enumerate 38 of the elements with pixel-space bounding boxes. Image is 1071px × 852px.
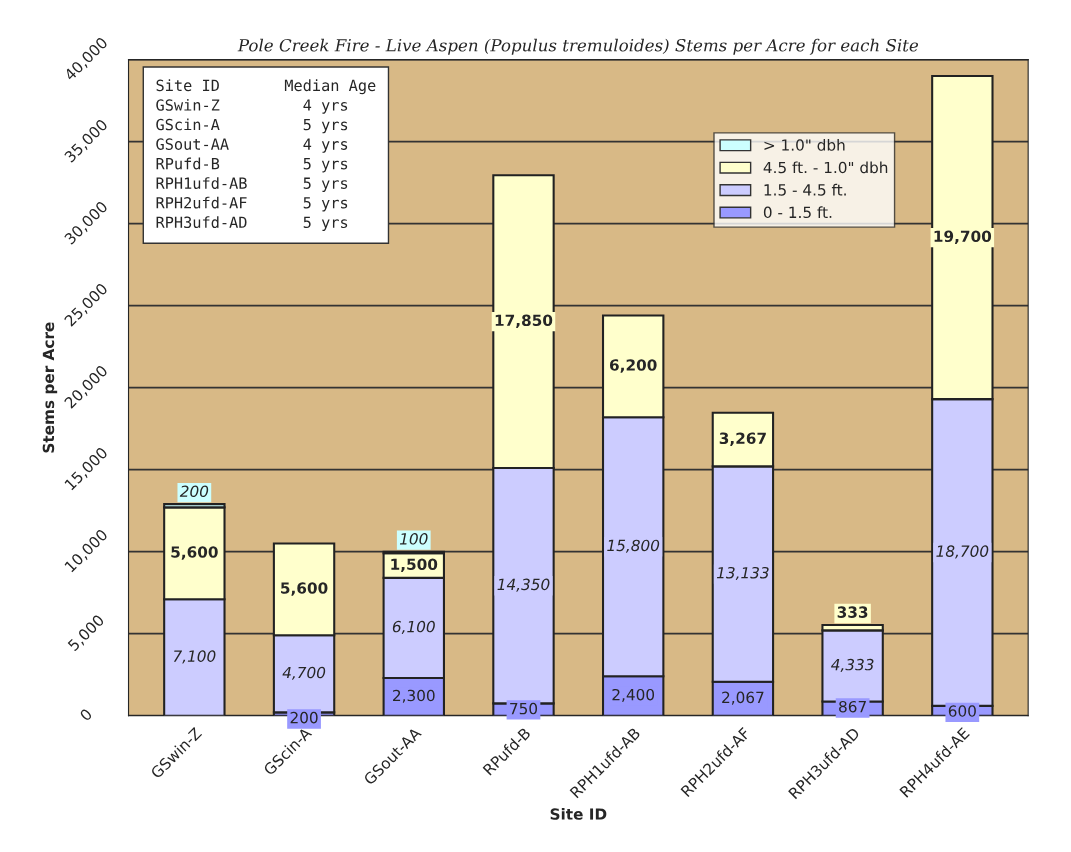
data-label: 867	[839, 700, 866, 713]
legend-label: 4.5 ft. - 1.0" dbh	[763, 161, 888, 174]
data-label: 4,333	[831, 658, 874, 672]
y-axis-title: Stems per Acre	[42, 322, 58, 453]
data-label: 200	[179, 485, 209, 498]
data-label: 6,200	[609, 359, 657, 373]
annotation: GScin-A 5 yrs	[156, 118, 348, 134]
legend-label: > 1.0" dbh	[764, 138, 845, 151]
annotation: GSout-AA 4 yrs	[156, 138, 348, 153]
annotation: Site ID Median Age	[156, 79, 376, 95]
data-label: 5,600	[171, 546, 218, 560]
data-label: 5,600	[281, 582, 328, 596]
data-label: 3,267	[719, 432, 766, 446]
data-label: 19,700	[934, 230, 992, 244]
data-label: 18,700	[936, 545, 989, 559]
annotation: GSwin-Z 4 yrs	[156, 98, 348, 114]
data-label: 2,400	[612, 688, 655, 702]
annotation: RPH2ufd-AF 5 yrs	[156, 196, 348, 212]
data-label: 17,850	[495, 314, 553, 329]
data-label: 14,350	[497, 578, 550, 592]
data-label: 6,100	[392, 620, 435, 634]
annotation: RPufd-B 5 yrs	[156, 157, 348, 173]
data-label: 100	[399, 533, 428, 545]
data-label: 333	[837, 606, 868, 618]
data-label: 1,500	[391, 558, 438, 572]
data-label: 2,300	[393, 689, 435, 703]
annotation: RPH1ufd-AB 5 yrs	[156, 177, 348, 192]
data-label: 13,133	[716, 566, 769, 581]
y-tick-label: 0	[79, 707, 93, 722]
x-axis-title: Site ID	[550, 808, 607, 820]
data-label: 15,800	[607, 539, 660, 553]
annotation: RPH3ufd-AD 5 yrs	[156, 216, 348, 232]
legend-label: 1.5 - 4.5 ft.	[764, 183, 846, 196]
data-label: 2,067	[722, 691, 764, 705]
chart-title: Pole Creek Fire - Live Aspen (Populus tremuloides) Stems per Acre for each Site	[237, 38, 919, 55]
legend-label: 0 - 1.5 ft.	[763, 206, 832, 219]
data-label: 4,700	[282, 666, 326, 680]
data-label: 7,100	[173, 650, 216, 664]
